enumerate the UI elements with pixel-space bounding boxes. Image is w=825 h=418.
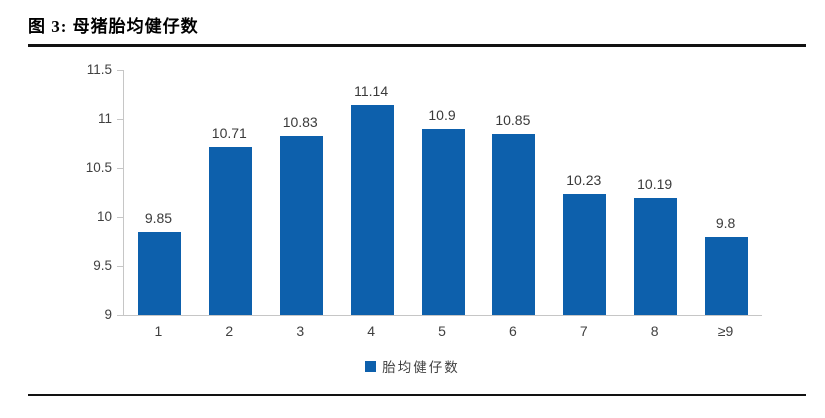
x-tick-label: 3 xyxy=(296,323,305,339)
y-tick-label: 10 xyxy=(96,209,112,224)
y-tick-mark xyxy=(117,168,123,169)
bar xyxy=(279,135,323,315)
x-tick-label: 5 xyxy=(438,323,446,339)
y-tick-label: 11.5 xyxy=(86,62,112,77)
bar-value-label: 10.71 xyxy=(211,125,247,142)
x-tick-label: 4 xyxy=(367,323,375,339)
y-tick-mark xyxy=(117,266,123,267)
y-tick-mark xyxy=(117,217,123,218)
x-tick-label: 1 xyxy=(154,323,163,339)
figure-title: 图 3: 母猪胎均健仔数 xyxy=(28,17,199,36)
x-tick-label: ≥9 xyxy=(717,323,734,339)
y-tick-label: 11 xyxy=(97,111,112,126)
bar xyxy=(492,133,536,315)
bar xyxy=(350,105,394,315)
legend-swatch-icon xyxy=(365,360,377,372)
legend-label: 胎均健仔数 xyxy=(382,360,460,375)
bar xyxy=(705,236,749,315)
bar xyxy=(563,194,607,315)
bar-value-label: 11.14 xyxy=(354,83,389,100)
bar-value-label: 9.85 xyxy=(144,209,173,226)
y-tick-label: 10.5 xyxy=(85,160,112,175)
x-tick-label: 8 xyxy=(650,323,659,339)
bar xyxy=(421,128,465,315)
bar-value-label: 10.23 xyxy=(566,172,602,189)
bar-value-label: 10.19 xyxy=(637,176,673,193)
legend: 胎均健仔数 xyxy=(0,356,825,376)
y-tick-mark xyxy=(117,315,123,316)
y-tick-label: 9 xyxy=(104,307,112,322)
y-tick-label: 9.5 xyxy=(93,258,112,273)
bar xyxy=(137,231,181,315)
y-tick-mark xyxy=(117,70,123,71)
bottom-rule xyxy=(28,394,806,396)
x-tick-label: 6 xyxy=(508,323,517,339)
x-tick-label: 7 xyxy=(579,323,588,339)
x-tick-label: 2 xyxy=(225,323,234,339)
y-tick-mark xyxy=(117,119,123,120)
plot-area xyxy=(123,70,762,316)
title-rule xyxy=(28,44,806,47)
bar-value-label: 10.83 xyxy=(282,113,318,130)
bar-value-label: 9.8 xyxy=(715,214,736,231)
bar xyxy=(634,198,678,315)
bar xyxy=(208,147,252,315)
bar-value-label: 10.9 xyxy=(428,106,456,123)
bar-value-label: 10.85 xyxy=(495,111,531,128)
